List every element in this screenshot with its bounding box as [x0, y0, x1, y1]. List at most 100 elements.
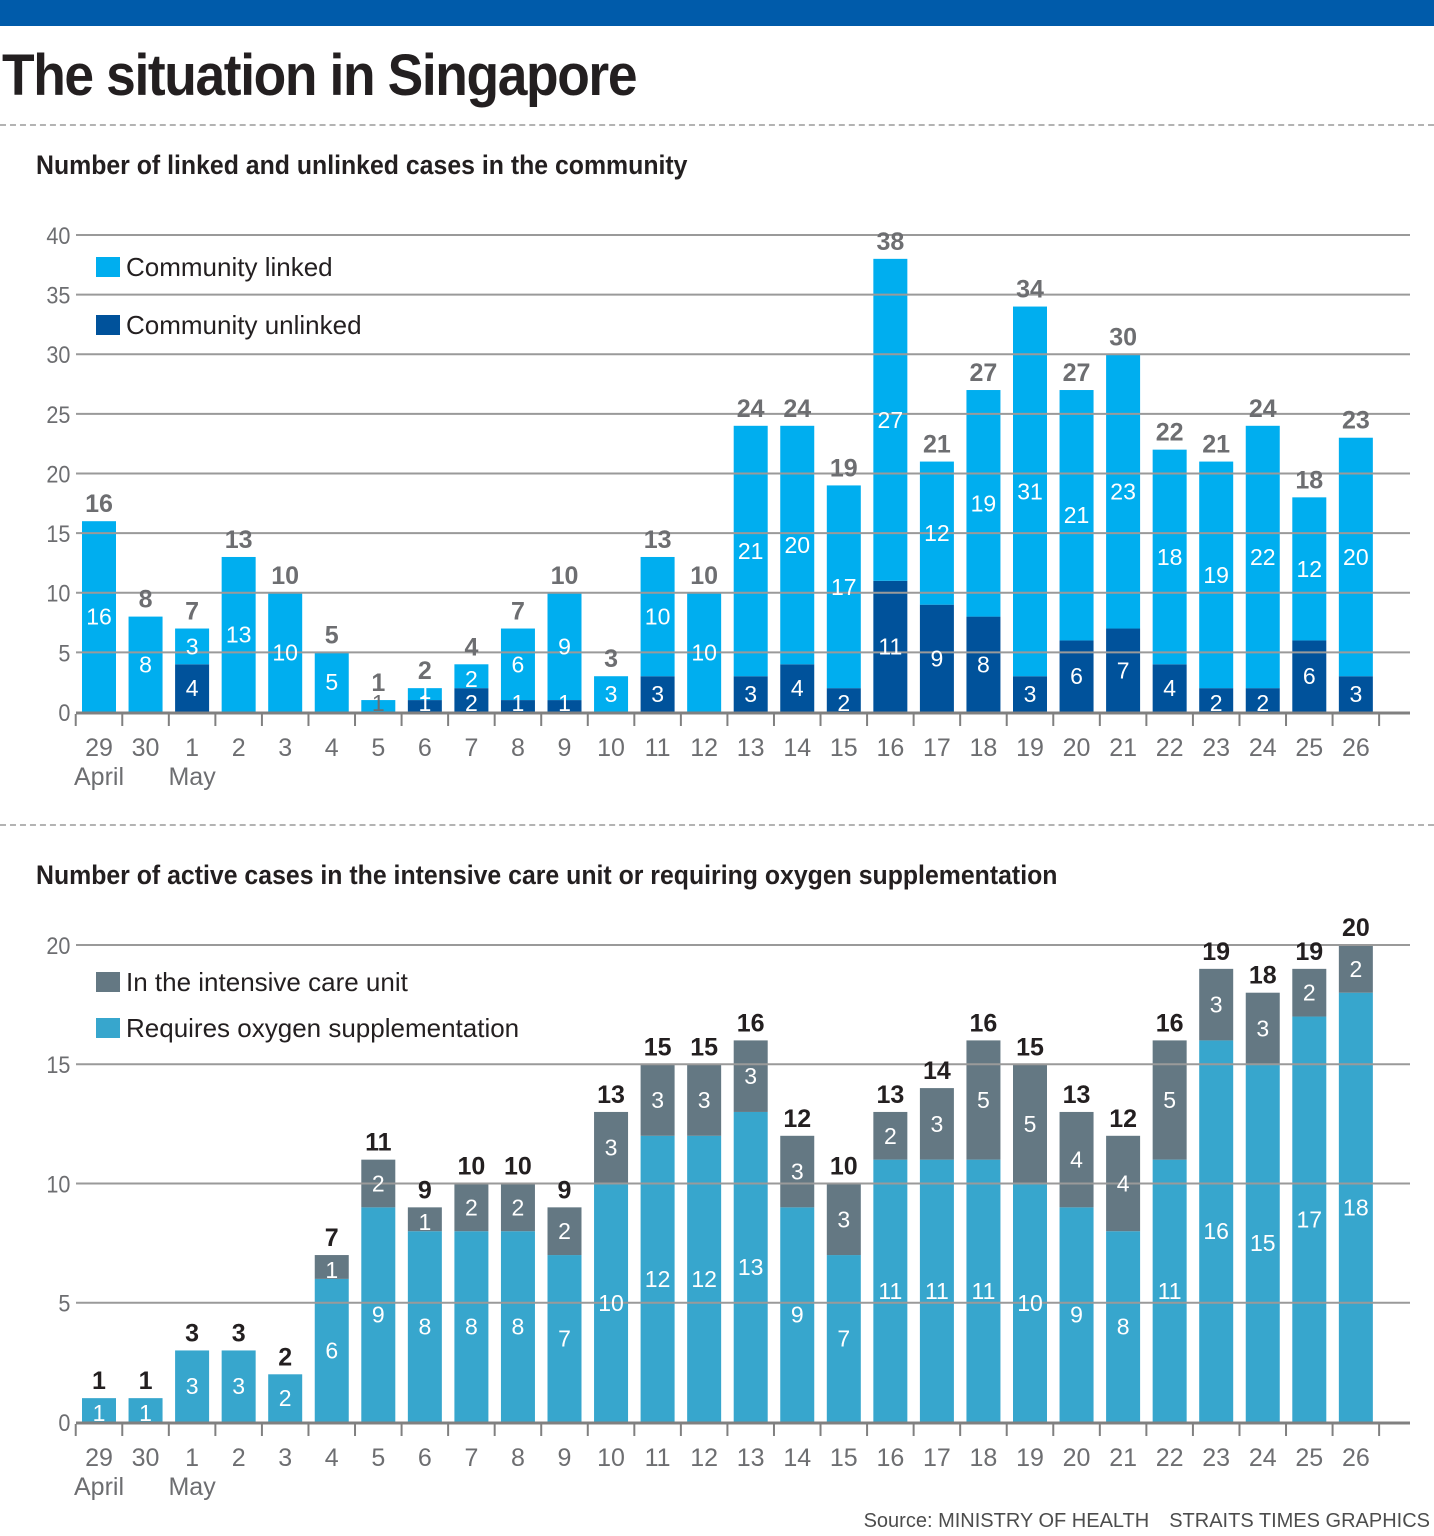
legend-label: In the intensive care unit: [126, 967, 409, 997]
x-tick-label: 20: [1063, 734, 1091, 762]
x-tick-label: 6: [418, 1444, 432, 1472]
segment-value-label: 2: [1349, 956, 1362, 982]
segment-value-label: 7: [837, 1326, 850, 1352]
segment-value-label: 1: [512, 690, 525, 716]
x-tick-label: 11: [645, 1444, 671, 1472]
segment-value-label: 4: [1163, 675, 1176, 701]
total-value-label: 24: [783, 395, 811, 423]
bar-segment-requires-oxygen-supplementation: [454, 1231, 489, 1422]
total-value-label: 10: [457, 1153, 485, 1181]
segment-value-label: 10: [598, 1290, 624, 1316]
segment-value-label: 21: [1064, 502, 1090, 528]
bar-segment-requires-oxygen-supplementation: [1292, 1016, 1327, 1422]
total-value-label: 22: [1156, 419, 1184, 447]
y-tick-label: 0: [58, 1409, 70, 1436]
x-tick-label: 2: [232, 1444, 246, 1472]
bar-segment-community-linked: [175, 628, 210, 665]
total-value-label: 3: [232, 1319, 246, 1347]
segment-value-label: 3: [837, 1206, 850, 1232]
bar-segment-requires-oxygen-supplementation: [826, 1255, 861, 1422]
total-value-label: 16: [970, 1009, 998, 1037]
total-value-label: 24: [1249, 395, 1277, 423]
x-tick-label: 8: [511, 734, 525, 762]
x-tick-label: 7: [464, 1444, 478, 1472]
segment-value-label: 3: [1024, 681, 1037, 707]
total-value-label: 24: [737, 395, 765, 423]
x-tick-label: 26: [1342, 734, 1370, 762]
segment-value-label: 11: [878, 633, 902, 659]
segment-value-label: 12: [924, 520, 950, 546]
segment-value-label: 3: [605, 681, 618, 707]
segment-value-label: 8: [1117, 1314, 1130, 1340]
bar-segment-in-the-intensive-care-unit: [594, 1111, 629, 1184]
segment-value-label: 3: [791, 1159, 804, 1185]
segment-value-label: 2: [465, 666, 478, 692]
x-tick-label: 25: [1295, 1444, 1323, 1472]
segment-value-label: 11: [878, 1278, 902, 1304]
total-value-label: 9: [558, 1176, 572, 1204]
bar-segment-community-linked: [1292, 497, 1327, 641]
divider: [0, 124, 1434, 126]
x-tick-label: 29: [85, 1444, 113, 1472]
segment-value-label: 6: [1303, 663, 1316, 689]
segment-value-label: 3: [651, 681, 664, 707]
bar-segment-requires-oxygen-supplementation: [919, 1159, 954, 1422]
x-tick-label: 17: [923, 1444, 951, 1472]
x-tick-label: 10: [597, 1444, 625, 1472]
total-value-label: 7: [325, 1224, 339, 1252]
segment-value-label: 3: [698, 1087, 711, 1113]
x-tick-label: 6: [418, 734, 432, 762]
bar-segment-community-linked: [640, 556, 675, 677]
bar-segment-community-linked: [1106, 354, 1141, 629]
x-tick-label: 7: [464, 734, 478, 762]
bar-segment-requires-oxygen-supplementation: [268, 1374, 303, 1422]
x-tick-label: 4: [325, 734, 339, 762]
total-value-label: 5: [325, 621, 339, 649]
chart-title-icu-oxygen: Number of active cases in the intensive …: [36, 860, 1058, 890]
segment-value-label: 9: [558, 633, 571, 659]
total-value-label: 19: [1295, 938, 1323, 966]
bar-segment-community-linked: [826, 485, 861, 689]
bar-segment-requires-oxygen-supplementation: [966, 1159, 1001, 1422]
segment-value-label: 2: [558, 1218, 571, 1244]
bar-segment-in-the-intensive-care-unit: [1245, 992, 1280, 1065]
x-tick-label: 4: [325, 1444, 339, 1472]
segment-value-label: 5: [1163, 1087, 1176, 1113]
bar-segment-requires-oxygen-supplementation: [407, 1231, 442, 1422]
bar-segment-community-linked: [314, 652, 349, 712]
segment-value-label: 1: [418, 678, 431, 704]
x-tick-label: 3: [278, 734, 292, 762]
x-tick-label: 14: [783, 734, 811, 762]
x-tick-label: 15: [830, 1444, 858, 1472]
bar-segment-community-unlinked: [640, 676, 675, 712]
segment-value-label: 17: [1297, 1206, 1323, 1232]
bar-segment-community-linked: [221, 556, 256, 712]
y-tick-label: 35: [46, 282, 70, 309]
x-tick-label: 11: [645, 734, 671, 762]
segment-value-label: 7: [558, 1326, 571, 1352]
segment-value-label: 1: [558, 690, 571, 716]
month-label: April: [74, 1473, 124, 1501]
segment-value-label: 8: [465, 1314, 478, 1340]
segment-value-label: 8: [139, 651, 152, 677]
segment-value-label: 27: [878, 407, 904, 433]
x-tick-label: 20: [1063, 1444, 1091, 1472]
segment-value-label: 2: [372, 1171, 385, 1197]
total-value-label: 13: [597, 1081, 625, 1109]
segment-value-label: 9: [931, 645, 944, 671]
y-tick-label: 15: [46, 1051, 70, 1078]
y-tick-label: 5: [58, 1290, 70, 1317]
segment-value-label: 1: [372, 690, 385, 716]
total-value-label: 7: [185, 598, 199, 626]
segment-value-label: 10: [691, 639, 717, 665]
bar-segment-community-linked: [500, 628, 535, 701]
total-value-label: 15: [690, 1033, 718, 1061]
segment-value-label: 5: [977, 1087, 990, 1113]
total-value-label: 1: [371, 669, 385, 697]
bar-segment-community-linked: [1199, 461, 1234, 689]
segment-value-label: 11: [972, 1278, 996, 1304]
y-tick-label: 40: [46, 222, 70, 249]
bar-segment-community-linked: [733, 425, 768, 677]
segment-value-label: 3: [1210, 992, 1223, 1018]
